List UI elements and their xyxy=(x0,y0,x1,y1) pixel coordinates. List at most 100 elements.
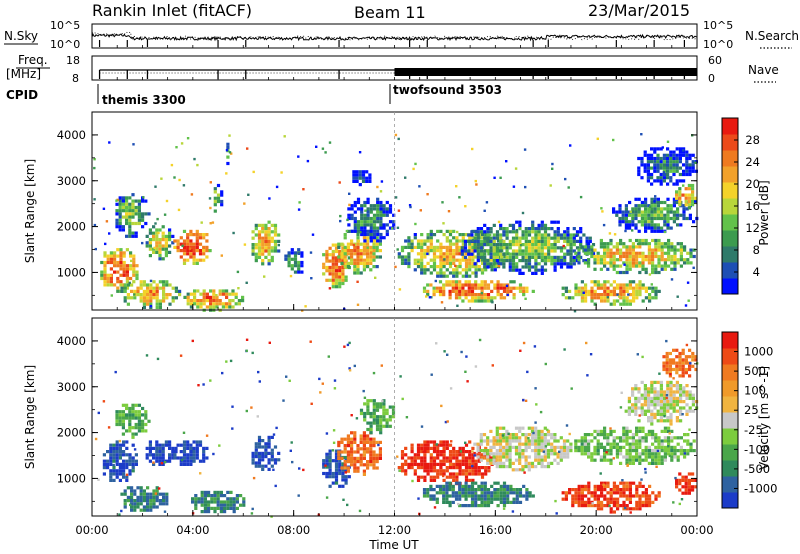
heatmap-cell xyxy=(436,271,440,275)
heatmap-cell xyxy=(410,245,414,249)
heatmap-cell xyxy=(382,424,386,428)
heatmap-cell xyxy=(137,215,141,219)
heatmap-cell xyxy=(556,259,560,263)
heatmap-cell xyxy=(213,203,217,207)
heatmap-cell xyxy=(362,261,366,265)
heatmap-cell xyxy=(479,249,484,253)
heatmap-cell xyxy=(518,488,523,492)
heatmap-cell xyxy=(502,500,507,504)
heatmap-cell xyxy=(540,465,544,469)
heatmap-cell xyxy=(508,239,512,243)
heatmap-speck xyxy=(471,239,474,242)
heatmap-cell xyxy=(445,252,449,256)
heatmap-speck xyxy=(396,226,400,229)
heatmap-cell xyxy=(356,258,360,262)
heatmap-cell xyxy=(482,433,487,437)
heatmap-cell xyxy=(511,468,515,472)
heatmap-speck xyxy=(535,403,538,406)
heatmap-cell xyxy=(521,249,525,253)
heatmap-cell xyxy=(119,264,123,268)
heatmap-cell xyxy=(678,374,682,378)
heatmap-cell xyxy=(158,228,162,232)
heatmap-cell xyxy=(635,254,639,259)
heatmap-cell xyxy=(522,289,526,293)
heatmap-speck xyxy=(524,297,527,300)
heatmap-cell xyxy=(553,259,557,263)
heatmap-cell xyxy=(400,255,405,259)
heatmap-cell xyxy=(376,229,380,233)
heatmap-cell xyxy=(420,265,424,269)
heatmap-cell xyxy=(350,456,354,460)
heatmap-cell xyxy=(667,254,671,259)
heatmap-cell xyxy=(109,450,113,454)
heatmap-cell xyxy=(225,289,229,293)
heatmap-cell xyxy=(334,481,339,485)
heatmap-cell xyxy=(155,283,159,287)
heatmap-cell xyxy=(134,416,138,420)
power-colorbar-tick-label: 24 xyxy=(745,155,760,169)
heatmap-cell xyxy=(660,461,664,465)
heatmap-cell xyxy=(461,484,465,488)
heatmap-speck xyxy=(342,498,345,501)
heatmap-cell xyxy=(376,210,380,214)
heatmap-cell xyxy=(379,421,383,425)
heatmap-cell xyxy=(562,455,567,459)
heatmap-cell xyxy=(495,236,500,240)
heatmap-cell xyxy=(148,231,152,235)
heatmap-cell xyxy=(432,478,437,482)
heatmap-speck xyxy=(133,293,136,296)
heatmap-cell xyxy=(563,246,567,250)
heatmap-cell xyxy=(257,249,262,253)
heatmap-cell xyxy=(382,236,386,240)
heatmap-cell xyxy=(416,239,421,243)
heatmap-cell xyxy=(648,286,652,290)
heatmap-cell xyxy=(493,491,497,495)
heatmap-cell xyxy=(131,469,135,473)
heatmap-cell xyxy=(264,223,268,227)
heatmap-cell xyxy=(492,461,496,465)
heatmap-speck xyxy=(245,349,248,352)
heatmap-cell xyxy=(194,503,198,507)
heatmap-cell xyxy=(596,254,600,259)
heatmap-cell xyxy=(420,233,424,237)
heatmap-cell xyxy=(587,433,591,437)
heatmap-cell xyxy=(518,455,522,459)
heatmap-cell xyxy=(521,426,525,430)
heatmap-cell xyxy=(270,451,274,455)
heatmap-cell xyxy=(681,485,685,489)
heatmap-cell xyxy=(678,199,682,204)
heatmap-cell xyxy=(455,478,459,482)
heatmap-cell xyxy=(112,466,116,470)
heatmap-cell xyxy=(470,491,475,495)
heatmap-cell xyxy=(571,488,575,492)
heatmap-cell xyxy=(270,464,274,468)
heatmap-cell xyxy=(145,244,149,248)
heatmap-speck xyxy=(358,151,362,154)
heatmap-cell xyxy=(338,459,342,463)
heatmap-cell xyxy=(628,226,632,230)
heatmap-cell xyxy=(439,469,443,473)
heatmap-cell xyxy=(209,299,213,303)
heatmap-cell xyxy=(161,257,165,261)
heatmap-cell xyxy=(553,449,557,453)
heatmap-cell xyxy=(631,436,635,440)
heatmap-cell xyxy=(530,439,535,443)
heatmap-cell xyxy=(410,242,414,246)
heatmap-cell xyxy=(643,403,647,407)
heatmap-cell xyxy=(502,296,507,300)
heatmap-cell xyxy=(131,443,135,447)
heatmap-cell xyxy=(251,458,255,462)
heatmap-cell xyxy=(628,264,632,268)
heatmap-cell xyxy=(486,504,491,508)
heatmap-cell xyxy=(142,508,146,512)
heatmap-cell xyxy=(619,461,623,465)
heatmap-cell xyxy=(432,469,437,473)
heatmap-cell xyxy=(599,258,603,262)
heatmap-cell xyxy=(176,245,180,249)
heatmap-cell xyxy=(458,481,462,485)
heatmap-cell xyxy=(128,469,132,473)
heatmap-cell xyxy=(644,270,648,275)
heatmap-cell xyxy=(106,273,110,277)
heatmap-cell xyxy=(540,255,544,259)
heatmap-cell xyxy=(546,439,551,443)
